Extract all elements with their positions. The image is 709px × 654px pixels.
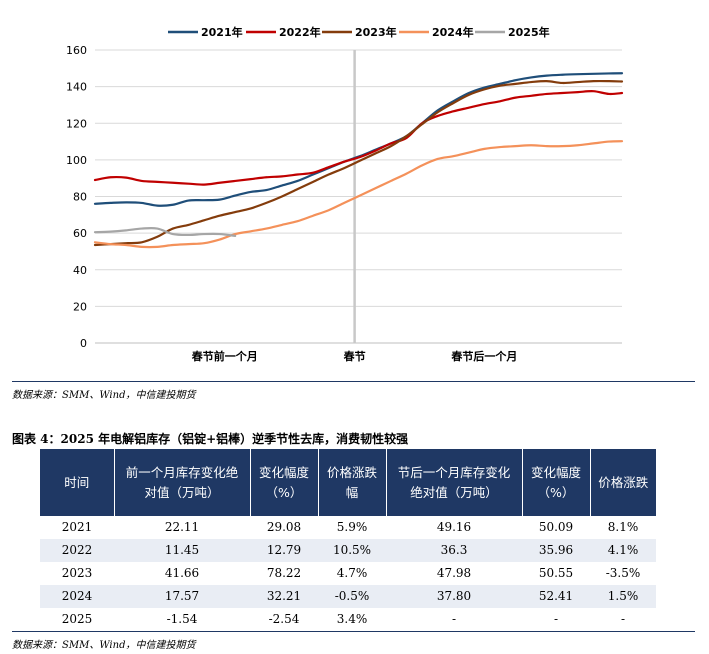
cell: 4.1% [590,539,656,562]
cell: 10.5% [318,539,386,562]
cell: 49.16 [436,520,472,534]
y-tick-label: 20 [73,300,87,313]
x-axis-label: 春节后一个月 [451,349,517,363]
inventory-change-table: 时间 前一个月库存变化绝对值（万吨） 变化幅度（%） 价格涨跌幅 节后一个月库存… [40,449,656,631]
cell: 29.08 [266,520,302,534]
y-tick-label: 40 [73,264,87,277]
cell: 2021 [61,520,93,534]
cell: 41.66 [164,566,200,580]
cell: 4.7% [336,566,368,580]
source-note-table: 数据来源：SMM、Wind，中信建投期货 [12,640,196,651]
x-axis-label: 春节前一个月 [192,349,258,363]
cell: 52.41 [522,585,590,608]
legend-label: 2024年 [432,25,474,39]
cell: -1.54 [166,612,198,626]
divider-top [12,381,695,382]
y-tick-label: 140 [66,81,87,94]
legend-label: 2025年 [508,25,550,39]
figure-title: 图表 4：2025 年电解铝库存（铝锭+铝棒）逆季节性去库，消费韧性较强 [12,432,409,446]
legend-label: 2023年 [355,25,397,39]
cell: -2.54 [268,612,300,626]
header-pre-pct: 变化幅度（%） [250,449,319,516]
cell: 22.11 [164,520,200,534]
series-line-2024年 [93,140,624,249]
y-tick-label: 160 [66,44,87,57]
header-post-change: 节后一个月库存变化绝对值（万吨） [386,449,523,516]
divider-bottom [12,631,695,632]
table-row: 2023 41.66 78.22 4.7% 47.98 50.55 -3.5% [40,562,656,585]
cell: 3.4% [336,612,368,626]
cell: 47.98 [436,566,472,580]
x-axis-label: 春节 [344,349,366,363]
y-axis-tick-labels: 0 20 40 60 80 100 120 140 160 [66,44,87,350]
cell: 32.21 [250,585,318,608]
y-tick-label: 100 [66,154,87,167]
table-row: 2022 11.45 12.79 10.5% 36.3 35.96 4.1% [40,539,656,562]
cell: 17.57 [114,585,250,608]
cell: - [451,612,457,626]
series-line-2022年 [93,90,624,186]
series-line-2021年 [93,72,624,207]
series-line-2025年 [93,226,237,237]
legend-label: 2021年 [201,25,243,39]
table-row: 2024 17.57 32.21 -0.5% 37.80 52.41 1.5% [40,585,656,608]
cell: - [553,612,559,626]
cell: 11.45 [114,539,250,562]
x-axis-labels: 春节前一个月 春节 春节后一个月 [192,349,518,363]
y-tick-label: 60 [73,227,87,240]
header-pre-change: 前一个月库存变化绝对值（万吨） [114,449,251,516]
series-line-2023年 [93,79,624,247]
series-lines [93,72,624,249]
header-post-pct: 变化幅度（%） [522,449,591,516]
header-time: 时间 [40,449,115,516]
y-tick-label: 0 [80,337,87,350]
cell: -3.5% [605,566,641,580]
cell: 35.96 [522,539,590,562]
y-tick-label: 80 [73,191,87,204]
table-row: 2021 22.11 29.08 5.9% 49.16 50.09 8.1% [40,516,656,539]
table-row: 2025 -1.54 -2.54 3.4% - - - [40,608,656,631]
y-tick-label: 120 [66,117,87,130]
inventory-line-chart: 0 20 40 60 80 100 120 140 160 春节前一个月 春节 春节后一个月 202… [66,25,624,363]
cell: 12.79 [250,539,318,562]
cell: 50.09 [538,520,574,534]
cell: 2022 [40,539,114,562]
cell: -0.5% [318,585,386,608]
cell: 36.3 [386,539,522,562]
cell: 8.1% [607,520,639,534]
cell: - [620,612,626,626]
cell: 1.5% [590,585,656,608]
cell: 2023 [61,566,93,580]
cell: 37.80 [386,585,522,608]
legend: 2021年 2022年 2023年 2024年 2025年 [168,25,550,39]
source-note-chart: 数据来源：SMM、Wind，中信建投期货 [12,390,196,401]
header-post-price: 价格涨跌 [590,449,656,516]
cell: 5.9% [336,520,368,534]
cell: 78.22 [266,566,302,580]
legend-label: 2022年 [279,25,321,39]
cell: 50.55 [538,566,574,580]
cell: 2025 [61,612,93,626]
header-pre-price: 价格涨跌幅 [318,449,387,516]
cell: 2024 [40,585,114,608]
